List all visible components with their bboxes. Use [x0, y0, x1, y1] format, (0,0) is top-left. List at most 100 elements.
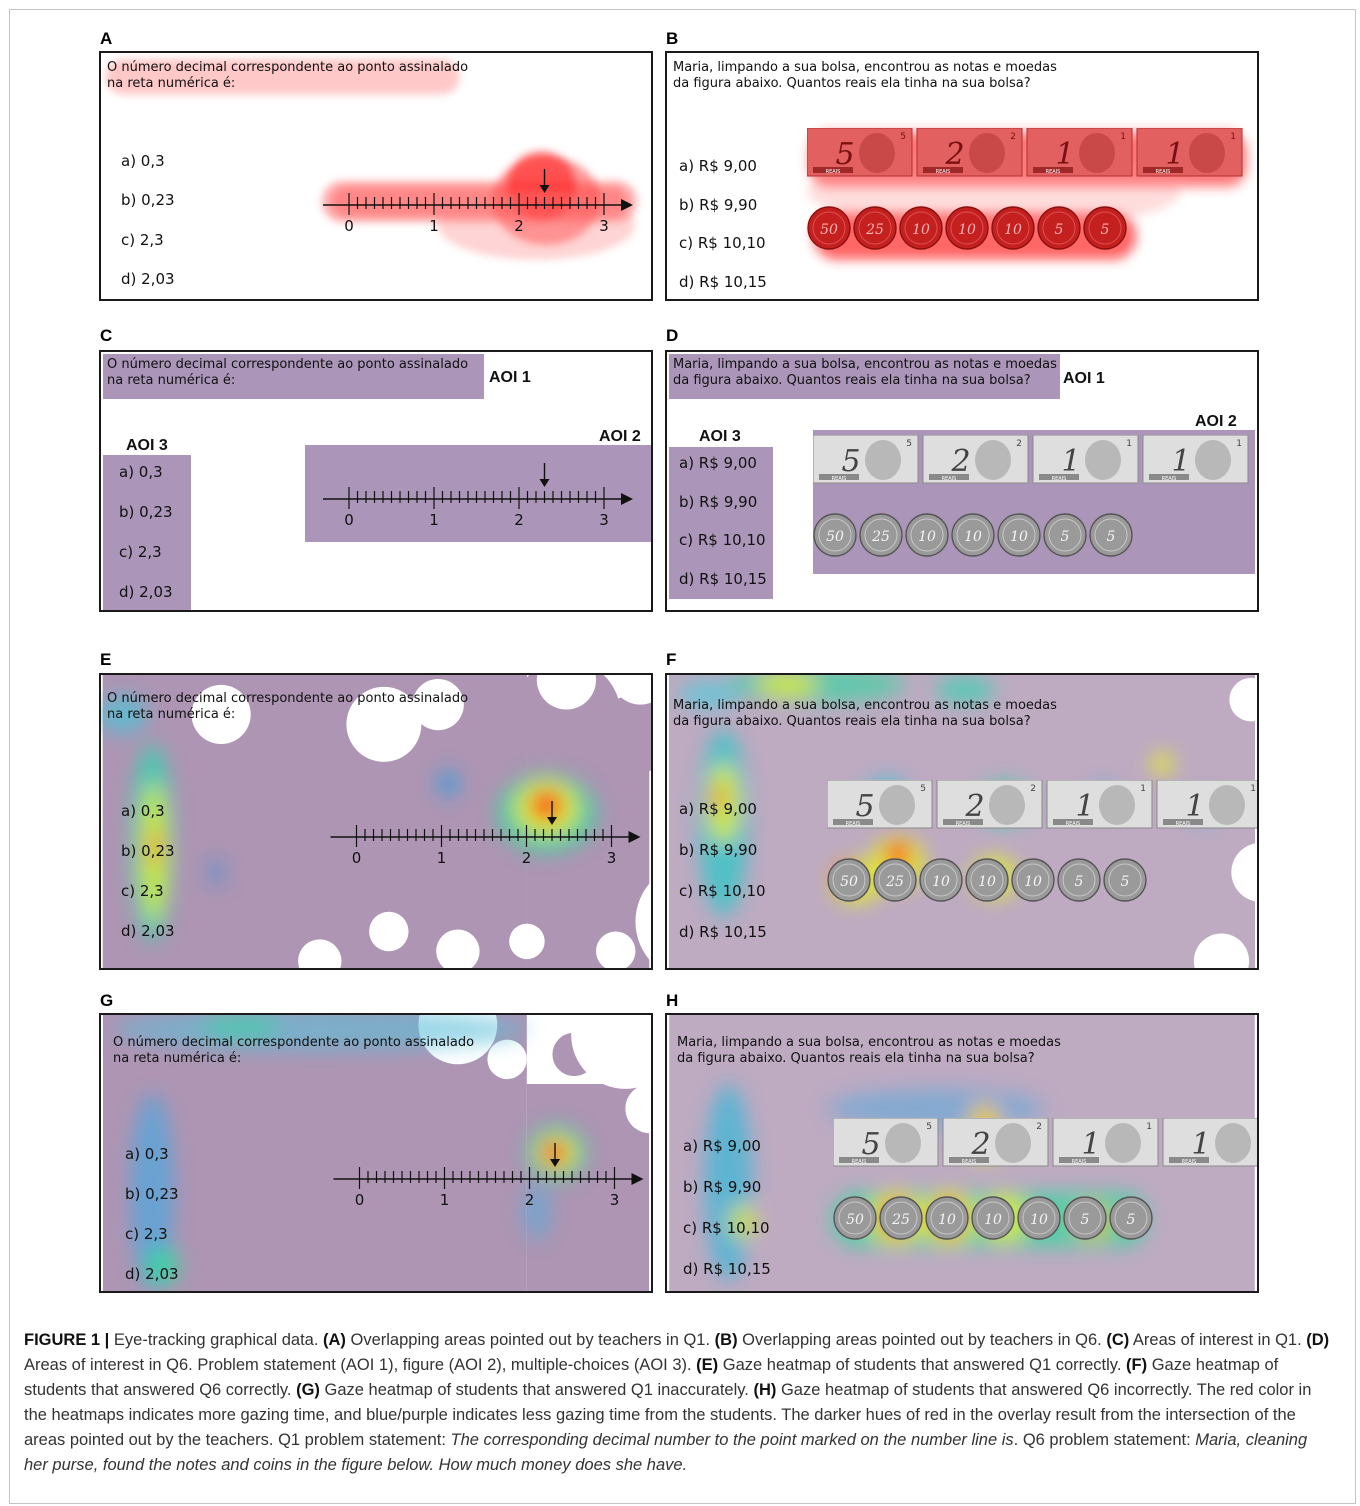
- q6-option-a[interactable]: a) R$ 9,00: [679, 454, 757, 472]
- q1-option-a[interactable]: a) 0,3: [121, 152, 165, 170]
- q1-option-a[interactable]: a) 0,3: [121, 802, 165, 820]
- q1-option-c[interactable]: c) 2,3: [125, 1225, 168, 1243]
- caption-text-b: Overlapping areas pointed out by teacher…: [742, 1331, 1102, 1349]
- q1-option-c[interactable]: c) 2,3: [121, 882, 164, 900]
- banknote-value: 1: [1171, 444, 1190, 479]
- coin-value: 10: [1030, 1212, 1048, 1228]
- coin-rim: [858, 211, 892, 245]
- panel-d: Maria, limpando a sua bolsa, encontrou a…: [665, 350, 1259, 612]
- q1-option-b[interactable]: b) 0,23: [121, 191, 175, 209]
- q1-option-b[interactable]: b) 0,23: [125, 1185, 179, 1203]
- tick-label: 0: [344, 511, 354, 529]
- coin-value: 5: [1101, 222, 1110, 238]
- portrait-icon: [1209, 785, 1245, 825]
- coin: [945, 206, 989, 250]
- coin-rim: [1022, 1201, 1056, 1235]
- coin-value: 5: [1081, 1212, 1090, 1228]
- banknote-corner-value: 1: [1230, 132, 1236, 142]
- q1-option-b[interactable]: b) 0,23: [121, 842, 175, 860]
- q1-option-d[interactable]: d) 2,03: [119, 583, 173, 601]
- q6-option-a[interactable]: a) R$ 9,00: [679, 157, 757, 175]
- coin-value: 10: [932, 874, 950, 890]
- q1-option-b[interactable]: b) 0,23: [119, 503, 173, 521]
- q6-option-d[interactable]: d) R$ 10,15: [679, 923, 767, 941]
- tick-label: 2: [514, 217, 524, 235]
- figure-frame: [9, 9, 1356, 1504]
- coin: [925, 1196, 969, 1240]
- q6-option-c[interactable]: c) R$ 10,10: [679, 234, 766, 252]
- banknote-band: [1059, 1157, 1099, 1163]
- q6-option-a[interactable]: a) R$ 9,00: [683, 1137, 761, 1155]
- banknote-corner-value: 5: [920, 784, 926, 794]
- q1-option-c[interactable]: c) 2,3: [119, 543, 162, 561]
- figure-caption: FIGURE 1 | Eye-tracking graphical data. …: [24, 1328, 1334, 1478]
- coin: [997, 513, 1041, 557]
- tick-label: 3: [610, 1191, 620, 1209]
- aoi1-label: AOI 1: [489, 369, 531, 386]
- q1-option-c[interactable]: c) 2,3: [121, 231, 164, 249]
- q1-option-a[interactable]: a) 0,3: [125, 1145, 169, 1163]
- banknote-corner-value: 5: [900, 132, 906, 142]
- q6-option-b[interactable]: b) R$ 9,90: [683, 1178, 762, 1196]
- portrait-icon: [865, 440, 901, 480]
- q6-option-d[interactable]: d) R$ 10,15: [679, 273, 767, 291]
- banknote-word: REAIS: [1066, 821, 1081, 827]
- teacher-overlay: [105, 58, 637, 260]
- coin-value: 10: [918, 529, 936, 545]
- q6-option-d[interactable]: d) R$ 10,15: [679, 570, 767, 588]
- banknote-band: [839, 1157, 879, 1163]
- q6-option-b[interactable]: b) R$ 9,90: [679, 493, 758, 511]
- aoi3-label: AOI 3: [699, 428, 741, 445]
- coin-value: 25: [871, 529, 890, 545]
- q6-option-c[interactable]: c) R$ 10,10: [679, 882, 766, 900]
- banknote-word: REAIS: [962, 1159, 977, 1165]
- down-arrow-icon: [547, 817, 557, 825]
- tick-label: 1: [429, 511, 439, 529]
- portrait-icon: [989, 785, 1025, 825]
- q1-option-d[interactable]: d) 2,03: [121, 270, 175, 288]
- coin-value: 25: [891, 1212, 910, 1228]
- portrait-icon: [969, 133, 1005, 173]
- arrow-head-icon: [628, 831, 641, 843]
- caption-figure-label: FIGURE 1 |: [24, 1331, 110, 1349]
- coin: [1011, 858, 1055, 902]
- banknote-band: [943, 819, 983, 825]
- q6-option-c[interactable]: c) R$ 10,10: [679, 531, 766, 549]
- coin-value: 10: [964, 529, 982, 545]
- coin: [1057, 858, 1101, 902]
- q1-option-d[interactable]: d) 2,03: [121, 922, 175, 940]
- banknote-band: [1039, 474, 1079, 480]
- banknote-value: 2: [970, 1127, 990, 1162]
- coin-value: 50: [846, 1212, 864, 1228]
- coin-rim: [812, 211, 846, 245]
- coin: [965, 858, 1009, 902]
- coin: [807, 206, 851, 250]
- q6-statement: Maria, limpando a sua bolsa, encontrou a…: [673, 698, 1057, 729]
- coin-rim: [1094, 518, 1128, 552]
- coin-value: 10: [912, 222, 930, 238]
- coin-rim: [970, 863, 1004, 897]
- coin: [833, 1196, 877, 1240]
- coin-value: 10: [984, 1212, 1002, 1228]
- coin-rim: [878, 863, 912, 897]
- q6-option-d[interactable]: d) R$ 10,15: [683, 1260, 771, 1278]
- coin: [1089, 513, 1133, 557]
- coin-rim: [1002, 518, 1036, 552]
- coin-value: 5: [1121, 874, 1130, 890]
- coin-rim: [930, 1201, 964, 1235]
- q6-option-b[interactable]: b) R$ 9,90: [679, 841, 758, 859]
- number-line: 0 1 2 3: [333, 1143, 644, 1209]
- coin-rim: [864, 518, 898, 552]
- banknote-band: [949, 1157, 989, 1163]
- caption-tag-e: (E): [696, 1356, 719, 1374]
- banknote-word: REAIS: [852, 1159, 867, 1165]
- q1-statement: O número decimal correspondente ao ponto…: [107, 60, 469, 91]
- caption-mid: . Q6 problem statement:: [1013, 1431, 1191, 1449]
- q6-option-b[interactable]: b) R$ 9,90: [679, 196, 758, 214]
- q1-option-a[interactable]: a) 0,3: [119, 463, 163, 481]
- q6-option-c[interactable]: c) R$ 10,10: [683, 1219, 770, 1237]
- q1-option-d[interactable]: d) 2,03: [125, 1265, 179, 1283]
- portrait-icon: [1105, 1123, 1141, 1163]
- q6-option-a[interactable]: a) R$ 9,00: [679, 800, 757, 818]
